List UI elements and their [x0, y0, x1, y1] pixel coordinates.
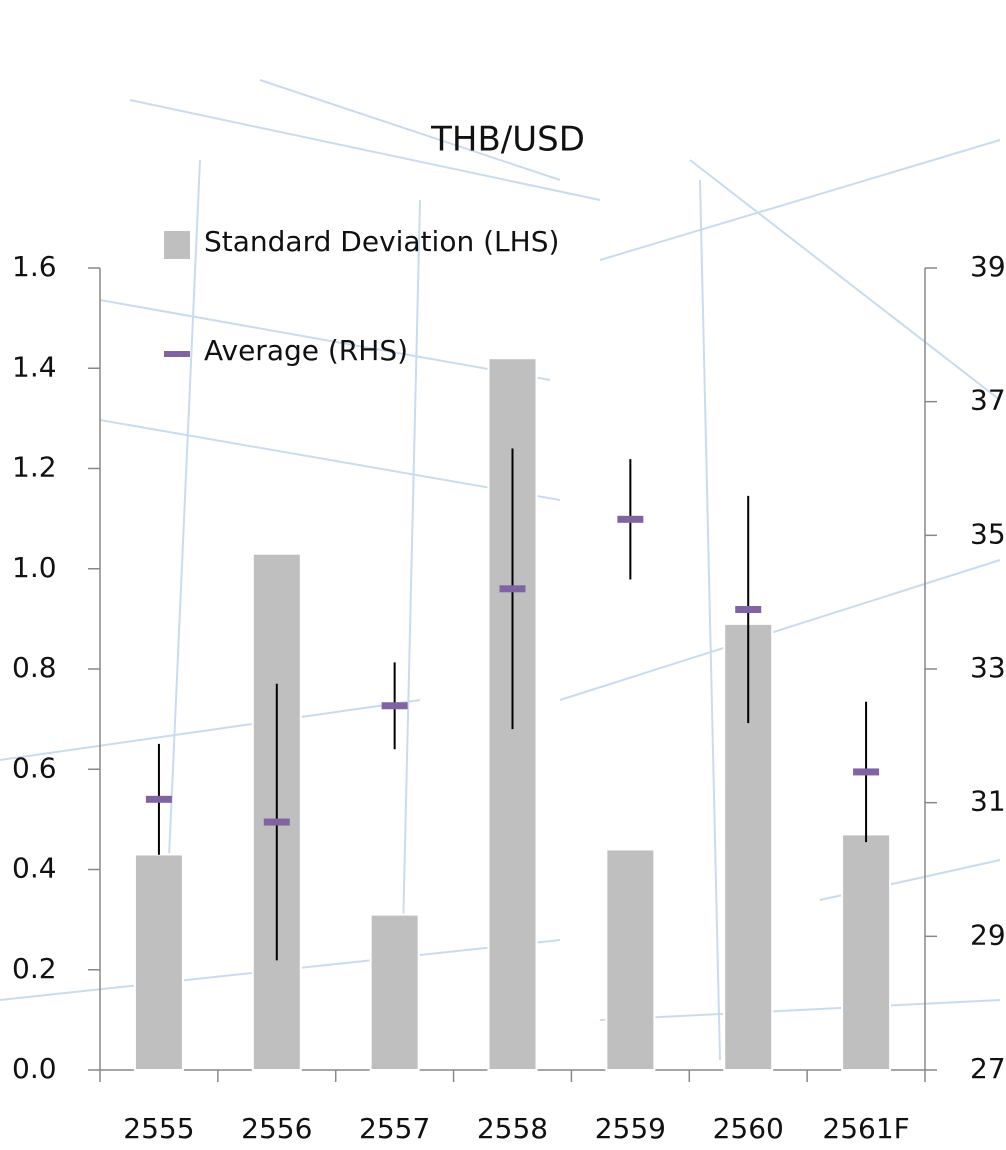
bar	[371, 915, 419, 1070]
legend-swatch	[164, 351, 190, 357]
average-marker	[382, 702, 408, 709]
average-marker	[735, 606, 761, 613]
y2-tick-label: 37	[970, 384, 1006, 417]
average-marker	[264, 819, 290, 826]
bar	[606, 849, 654, 1070]
x-tick-label: 2561F	[822, 1112, 909, 1145]
x-tick-label: 2559	[595, 1112, 666, 1145]
y2-tick-label: 31	[970, 785, 1006, 818]
y-tick-label: 1.6	[12, 250, 57, 283]
y2-tick-label: 27	[970, 1052, 1006, 1085]
x-tick-label: 2560	[713, 1112, 784, 1145]
bar	[135, 854, 183, 1070]
average-marker	[500, 585, 526, 592]
y-tick-label: 0.0	[12, 1052, 57, 1085]
chart-title: THB/USD	[430, 120, 585, 160]
average-marker	[617, 516, 643, 523]
y-tick-label: 0.8	[12, 651, 57, 684]
y2-tick-label: 35	[970, 517, 1006, 550]
y2-tick-label: 29	[970, 918, 1006, 951]
legend-label: Average (RHS)	[204, 334, 408, 367]
y-tick-label: 1.0	[12, 551, 57, 584]
x-tick-label: 2556	[241, 1112, 312, 1145]
x-tick-label: 2557	[359, 1112, 430, 1145]
y-tick-label: 1.4	[12, 350, 57, 383]
bar	[842, 834, 890, 1070]
legend-label: Standard Deviation (LHS)	[204, 225, 559, 258]
y-tick-label: 0.4	[12, 852, 57, 885]
average-marker	[853, 768, 879, 775]
y2-tick-label: 33	[970, 651, 1006, 684]
y-tick-label: 0.6	[12, 751, 57, 784]
average-marker	[146, 796, 172, 803]
chart: THB/USD 0.0 0.2 0.4 0.6 0.8 1.0 1.2 1.4 1.6 27 29 3…	[0, 0, 1006, 1146]
x-tick-label: 2558	[477, 1112, 548, 1145]
legend-swatch	[164, 231, 190, 259]
y-tick-label: 0.2	[12, 952, 57, 985]
y-tick-label: 1.2	[12, 451, 57, 484]
y2-tick-label: 39	[970, 250, 1006, 283]
x-tick-label: 2555	[123, 1112, 194, 1145]
